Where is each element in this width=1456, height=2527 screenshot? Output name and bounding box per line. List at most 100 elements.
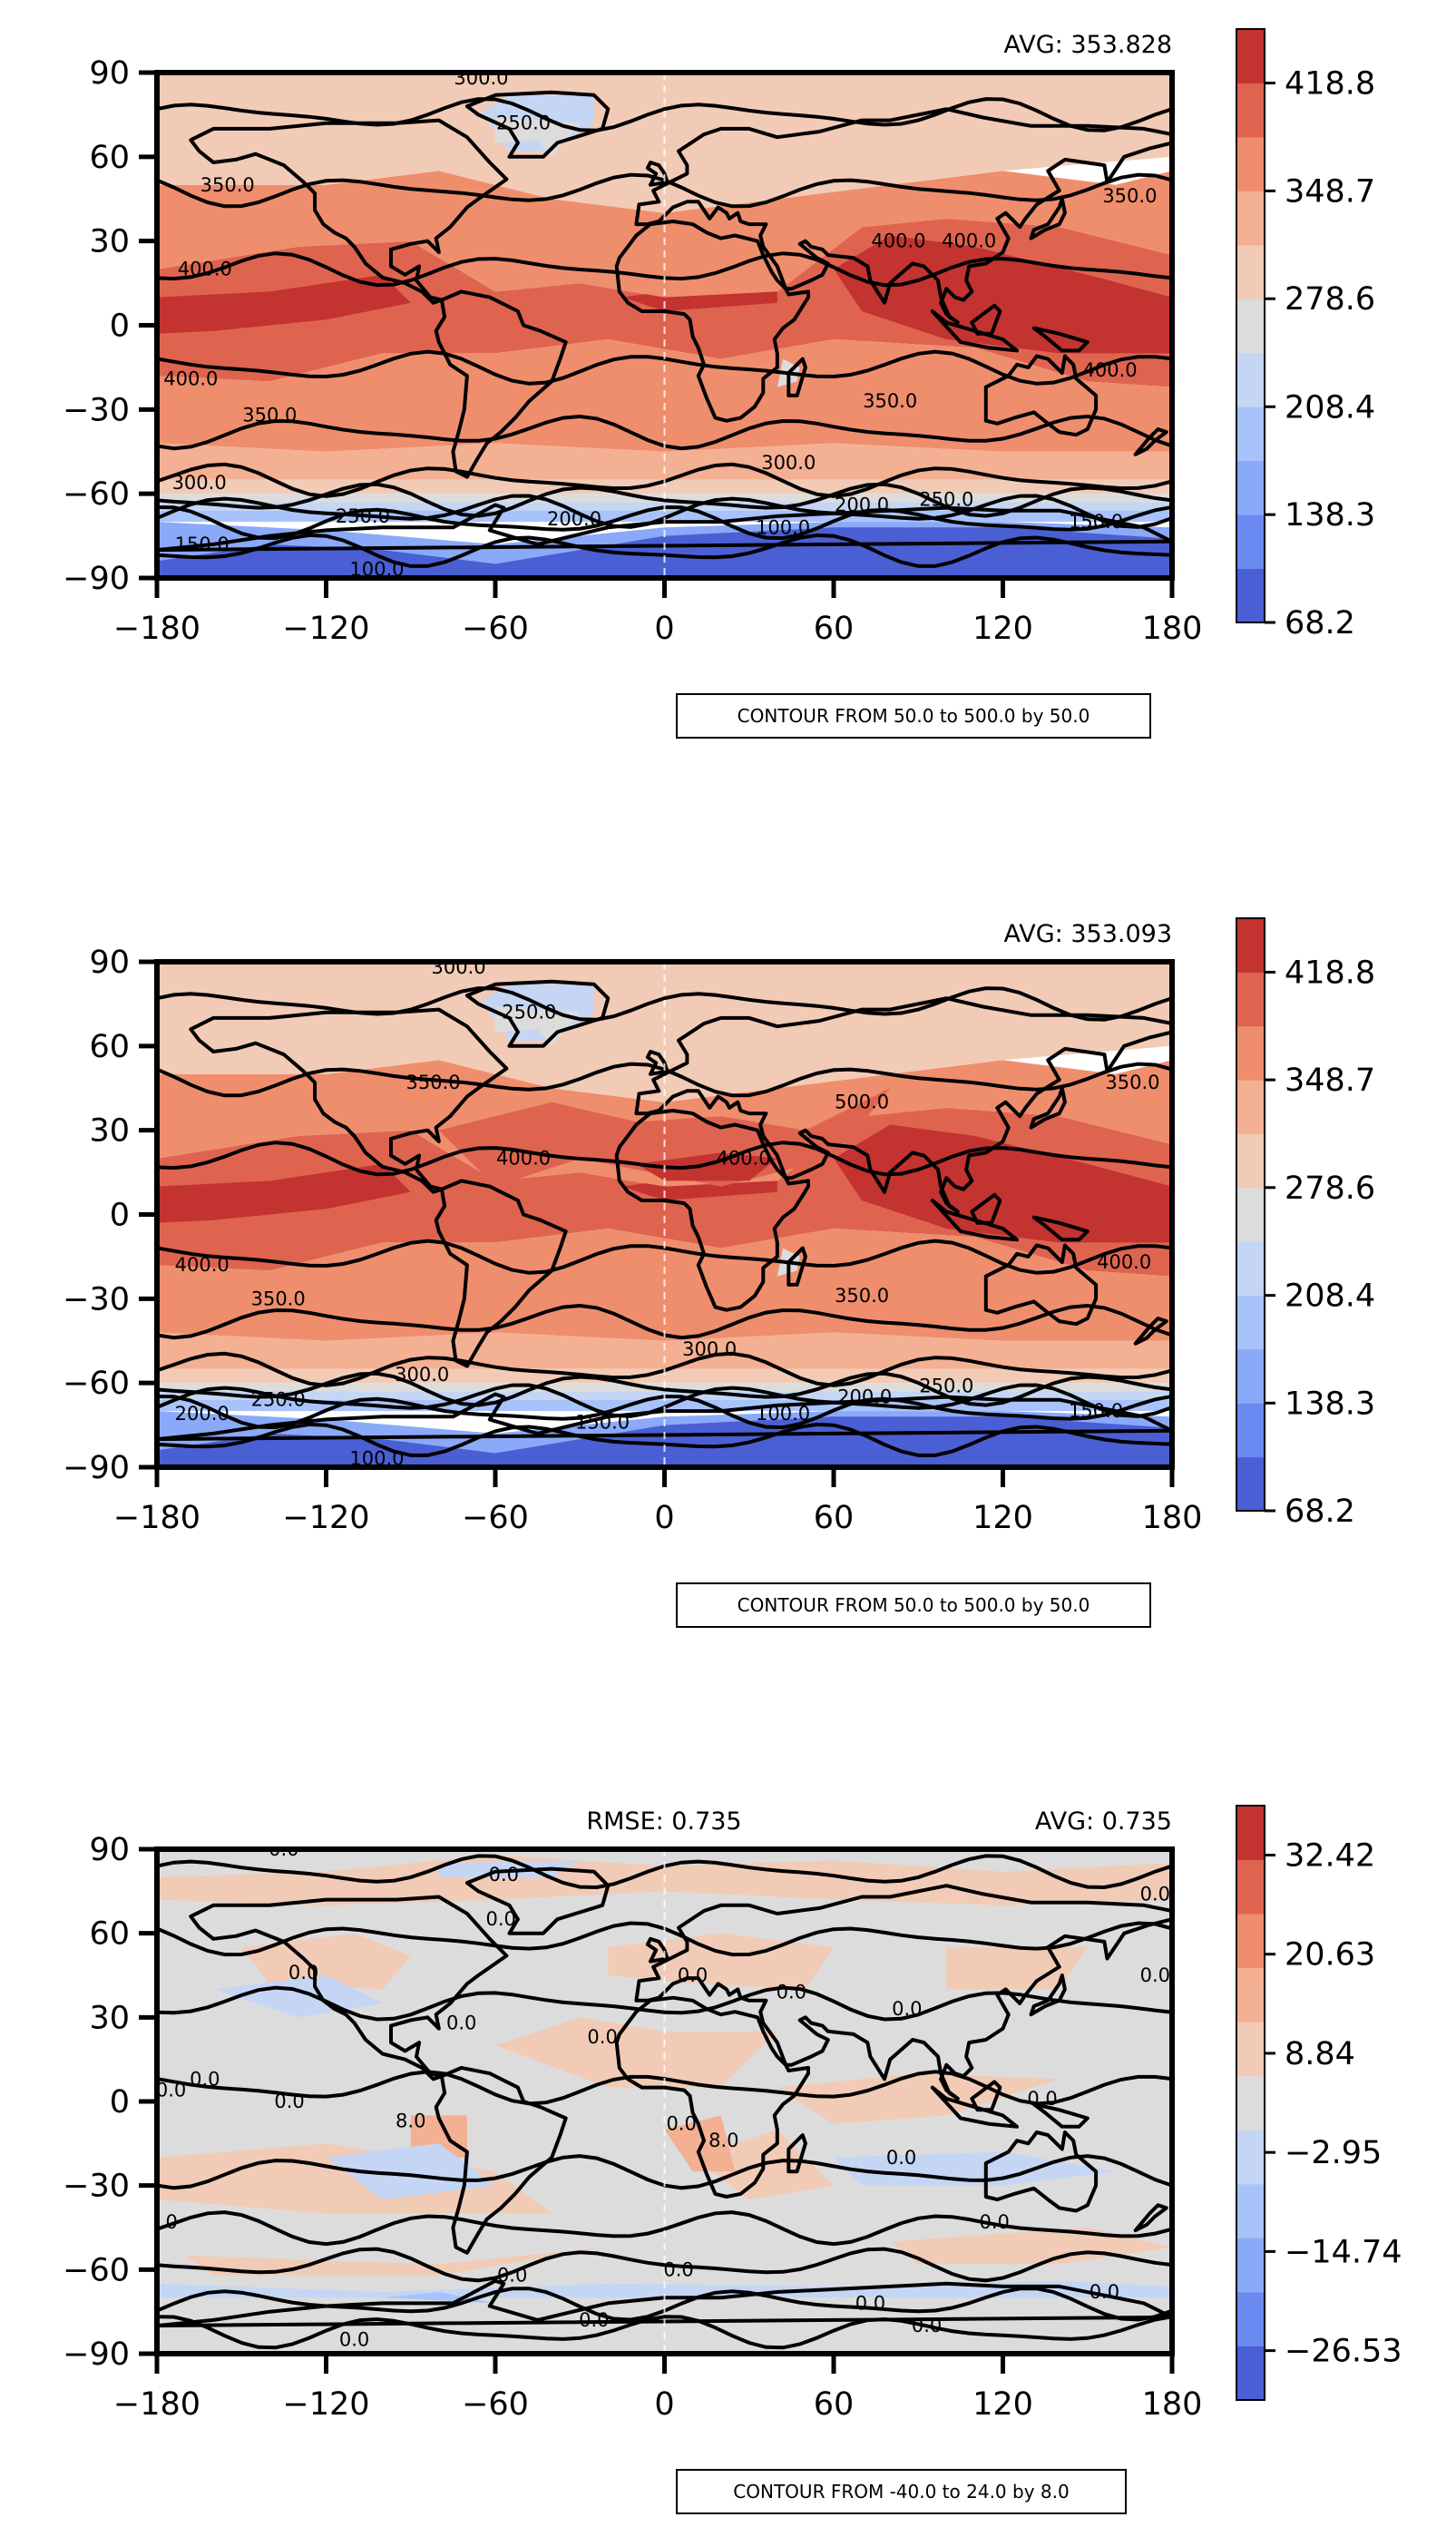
- map-area: 0.0 0.0 0.0 0.0 0.0 0.0 0.0 0.0 0.0 0.0 0.0 0.0 0.0 0…: [156, 1849, 1172, 2354]
- y-tick-label: −30: [63, 2169, 130, 2205]
- coastline-greenland: [464, 1866, 611, 1935]
- y-tick-label: 60: [89, 140, 130, 176]
- filled-region: [157, 479, 1172, 495]
- x-tick-label: −120: [282, 611, 369, 647]
- x-tick-label: −60: [462, 611, 529, 647]
- colorbar-segment: [1236, 1859, 1265, 1915]
- coastline-greenland: [464, 90, 611, 159]
- contour-line: [157, 1371, 1172, 1407]
- filled-region: [157, 1163, 411, 1223]
- contour-label: 400.0: [163, 367, 218, 389]
- colorbar-segment: [1236, 1967, 1265, 2023]
- coastline-madagascar: [787, 2133, 807, 2174]
- contour-label: 300.0: [682, 1338, 737, 1360]
- colorbar-segment: [1236, 83, 1265, 138]
- filled-region: [326, 2143, 495, 2200]
- y-tick-label: 0: [110, 1198, 130, 1234]
- colorbar-tick-label: −2.95: [1285, 2135, 1382, 2171]
- colorbar-tick-label: 278.6: [1285, 1170, 1375, 1207]
- x-tick-label: −120: [282, 2386, 369, 2423]
- map-area: 300.0 250.0 350.0 350.0 400.0 500.0 400.0 400.0…: [157, 962, 1172, 1467]
- contour-label: 100.0: [756, 1403, 810, 1425]
- contour-label: 300.0: [454, 67, 508, 89]
- avg-label: AVG: 353.828: [1004, 31, 1172, 59]
- x-tick-label: 120: [972, 611, 1033, 647]
- contour-label: 400.0: [1097, 1251, 1151, 1273]
- coastline-madagascar: [787, 357, 807, 397]
- contour-label: 0.0: [855, 2292, 885, 2314]
- filled-region: [157, 171, 1172, 298]
- colorbar-segment: [1236, 1080, 1265, 1134]
- filled-region: [664, 2115, 736, 2172]
- y-tick-label: −60: [63, 1366, 130, 1402]
- panel-3: 0.0 0.0 0.0 0.0 0.0 0.0 0.0 0.0 0.0 0.0 0.0 0.0 0.0 0…: [63, 1805, 1402, 2514]
- colorbar-segment: [1236, 1806, 1265, 1861]
- contour-label: 400.0: [716, 1148, 770, 1170]
- contour-label: 300.0: [172, 472, 227, 494]
- y-tick-label: 60: [89, 1916, 130, 1953]
- colorbar-segment: [1236, 2238, 1265, 2293]
- contour-label: 0.0: [497, 2265, 527, 2287]
- colorbar-tick-label: −26.53: [1285, 2334, 1402, 2370]
- contour-line: [157, 2315, 1172, 2350]
- colorbar-tick-label: 8.84: [1285, 2036, 1355, 2072]
- contour-label: 350.0: [200, 174, 255, 196]
- contour-label: 0.0: [892, 1998, 922, 2020]
- coastline-newzealand: [1133, 2203, 1168, 2233]
- filled-region: [157, 1849, 1172, 2354]
- colorbar-tick-label: 418.8: [1285, 955, 1375, 991]
- colorbar-segment: [1236, 2075, 1265, 2130]
- coastline-borneo: [970, 303, 1002, 336]
- avg-label: AVG: 353.093: [1004, 920, 1172, 948]
- colorbar-tick-label: 138.3: [1285, 497, 1375, 534]
- coastline-north-america: [189, 1895, 509, 2081]
- x-tick-label: 180: [1142, 611, 1203, 647]
- colorbar-segment: [1236, 2346, 1265, 2401]
- contour-label: 400.0: [871, 230, 925, 252]
- filled-region: [495, 1006, 581, 1046]
- colorbar-tick-label: 348.7: [1285, 1063, 1375, 1099]
- coastline-south-america: [434, 2065, 568, 2255]
- x-tick-label: 60: [814, 1500, 855, 1536]
- colorbar-segment: [1236, 1914, 1265, 1969]
- coastline-africa: [614, 1109, 810, 1312]
- filled-region: [157, 274, 411, 334]
- coastline-europe-asia: [634, 1884, 1172, 2101]
- y-tick-label: 0: [110, 309, 130, 345]
- contour-note-box: [676, 693, 1151, 739]
- contour-label: 200.0: [175, 1403, 230, 1425]
- colorbar-tick-label: 348.7: [1285, 173, 1375, 210]
- y-tick-label: −90: [63, 2336, 130, 2373]
- y-tick-label: 30: [89, 2000, 130, 2036]
- colorbar-tick-label: −14.74: [1285, 2234, 1402, 2270]
- contour-label: 0.0: [1090, 2281, 1119, 2303]
- panel-2: 300.0 250.0 350.0 350.0 400.0 500.0 400.0 400.0…: [63, 917, 1375, 1628]
- colorbar-tick-label: 208.4: [1285, 1278, 1375, 1315]
- x-tick-label: 60: [814, 611, 855, 647]
- colorbar-segment: [1236, 1456, 1265, 1512]
- coastline-north-america: [189, 1007, 509, 1194]
- filled-region: [157, 2143, 552, 2214]
- x-tick-label: −120: [282, 1500, 369, 1536]
- colorbar-tick-label: 20.63: [1285, 1937, 1375, 1974]
- filled-region: [438, 1088, 891, 1187]
- coastline-indonesia: [930, 2085, 1019, 2129]
- contour-label: 500.0: [835, 1092, 889, 1113]
- contour-label: 0.0: [156, 2080, 186, 2101]
- y-tick-label: 90: [89, 945, 130, 981]
- colorbar-segment: [1236, 972, 1265, 1027]
- contour-label: 350.0: [406, 1072, 461, 1093]
- contour-label: 0.0: [1140, 1883, 1170, 1905]
- colorbar-segment: [1236, 2130, 1265, 2185]
- contour-label: 0.0: [339, 2329, 369, 2351]
- coastline-newzealand: [1133, 1317, 1168, 1346]
- coastline-newguinea: [1031, 2102, 1090, 2129]
- colorbar-segment: [1236, 514, 1265, 570]
- contour-line: [157, 2210, 1172, 2247]
- colorbar-tick-label: 138.3: [1285, 1386, 1375, 1422]
- colorbar-frame: [1236, 28, 1265, 623]
- colorbar-segment: [1236, 1295, 1265, 1350]
- contour-label: 0.0: [288, 1962, 318, 1983]
- colorbar-segment: [1236, 191, 1265, 246]
- contour-label: 0.0: [678, 1964, 708, 1986]
